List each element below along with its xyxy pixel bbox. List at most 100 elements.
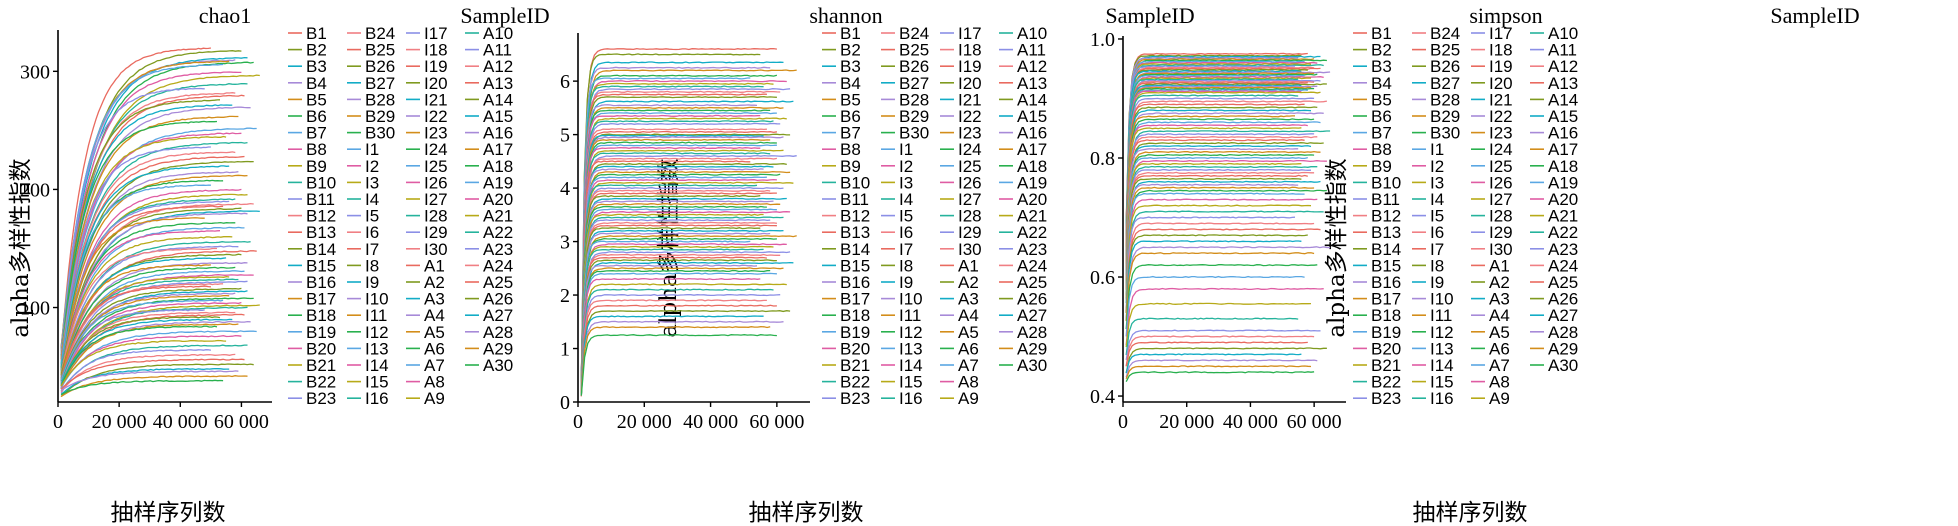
simpson-series-line-B8 bbox=[1125, 61, 1318, 229]
shannon-series-line-A17 bbox=[580, 267, 784, 392]
legend-item-I15: I15 bbox=[1412, 373, 1454, 392]
legend-label: B16 bbox=[306, 273, 336, 292]
chao1-series-line-I5 bbox=[60, 200, 230, 372]
legend-item-I19: I19 bbox=[940, 57, 982, 76]
shannon-series-line-I7 bbox=[580, 160, 751, 387]
shannon-legend-title: SampleID bbox=[1105, 3, 1194, 28]
legend-label: I14 bbox=[899, 356, 923, 375]
simpson-series-line-A8 bbox=[1125, 198, 1318, 300]
legend-item-A30: A30 bbox=[999, 356, 1047, 375]
legend-item-I8: I8 bbox=[881, 256, 913, 275]
legend-label: I7 bbox=[365, 240, 379, 259]
legend-item-B29: B29 bbox=[881, 107, 929, 126]
legend-label: A8 bbox=[424, 373, 445, 392]
legend-label: A7 bbox=[958, 356, 979, 375]
shannon-series-line-I12 bbox=[580, 173, 781, 393]
legend-label: A11 bbox=[483, 41, 512, 60]
legend-item-A19: A19 bbox=[1530, 173, 1578, 192]
legend-item-I3: I3 bbox=[347, 173, 379, 192]
legend-item-A8: A8 bbox=[1471, 373, 1510, 392]
legend-item-B18: B18 bbox=[1353, 306, 1401, 325]
shannon-series-line-I25 bbox=[580, 208, 777, 393]
legend-label: I4 bbox=[899, 190, 913, 209]
legend-item-B23: B23 bbox=[288, 389, 336, 408]
legend-label: I6 bbox=[1430, 223, 1444, 242]
legend-item-I2: I2 bbox=[1412, 157, 1444, 176]
legend-label: B14 bbox=[306, 240, 336, 259]
legend-label: I3 bbox=[365, 173, 379, 192]
legend-item-A20: A20 bbox=[1530, 190, 1578, 209]
legend-label: A24 bbox=[1017, 256, 1047, 275]
legend-label: A26 bbox=[1548, 290, 1578, 309]
shannon-series-line-B17 bbox=[580, 106, 784, 388]
legend-item-I4: I4 bbox=[881, 190, 913, 209]
simpson-series-line-A24 bbox=[1125, 335, 1315, 367]
legend-label: I12 bbox=[365, 323, 389, 342]
legend-label: B27 bbox=[365, 74, 395, 93]
legend-item-I12: I12 bbox=[1412, 323, 1454, 342]
legend-item-B30: B30 bbox=[1412, 124, 1460, 143]
legend-item-A11: A11 bbox=[465, 41, 512, 60]
shannon-series-line-A16 bbox=[580, 264, 758, 392]
chao1-series-line-A4 bbox=[60, 292, 236, 383]
legend-label: I20 bbox=[424, 74, 448, 93]
shannon-series-line-I2 bbox=[580, 146, 761, 391]
legend-label: B29 bbox=[365, 107, 395, 126]
shannon-series-line-A22 bbox=[580, 288, 774, 393]
shannon-y-tick-label: 4 bbox=[560, 178, 570, 200]
legend-item-B28: B28 bbox=[347, 90, 395, 109]
simpson-series-line-A19 bbox=[1125, 275, 1305, 337]
legend-label: I13 bbox=[899, 339, 923, 358]
legend-item-A8: A8 bbox=[406, 373, 445, 392]
legend-item-B1: B1 bbox=[288, 24, 327, 43]
legend-item-I28: I28 bbox=[1471, 207, 1513, 226]
chao1-series-line-B23 bbox=[60, 146, 211, 364]
legend-label: I9 bbox=[365, 273, 379, 292]
simpson-series-line-A25 bbox=[1125, 341, 1308, 367]
legend-label: A5 bbox=[424, 323, 445, 342]
simpson-series-line-B20 bbox=[1125, 75, 1324, 236]
legend-label: I11 bbox=[899, 306, 921, 325]
legend-item-I29: I29 bbox=[406, 223, 448, 242]
legend-label: I5 bbox=[899, 207, 913, 226]
legend-item-A4: A4 bbox=[940, 306, 979, 325]
legend-label: A21 bbox=[483, 207, 513, 226]
legend-item-I5: I5 bbox=[347, 207, 379, 226]
legend-item-A3: A3 bbox=[1471, 290, 1510, 309]
legend-label: B25 bbox=[365, 41, 395, 60]
legend-item-A2: A2 bbox=[940, 273, 979, 292]
legend-item-I7: I7 bbox=[881, 240, 913, 259]
legend-item-B29: B29 bbox=[1412, 107, 1460, 126]
legend-label: A26 bbox=[1017, 290, 1047, 309]
legend-item-A16: A16 bbox=[999, 124, 1047, 143]
simpson-series-line-A7 bbox=[1125, 192, 1305, 296]
shannon-series-line-A26 bbox=[580, 309, 791, 395]
chao1-series-line-A6 bbox=[60, 297, 254, 382]
shannon-series-line-B14 bbox=[580, 96, 777, 386]
simpson-x-axis-title: 抽样序列数 bbox=[1413, 500, 1528, 526]
legend-item-A23: A23 bbox=[1530, 240, 1578, 259]
legend-label: I1 bbox=[1430, 140, 1444, 159]
legend-label: B27 bbox=[899, 74, 929, 93]
legend-label: B20 bbox=[306, 339, 336, 358]
legend-label: A2 bbox=[424, 273, 445, 292]
legend-item-I3: I3 bbox=[1412, 173, 1444, 192]
legend-label: A25 bbox=[1017, 273, 1047, 292]
legend-item-A11: A11 bbox=[1530, 41, 1577, 60]
legend-label: B25 bbox=[1430, 41, 1460, 60]
legend-item-I7: I7 bbox=[347, 240, 379, 259]
legend-item-I19: I19 bbox=[406, 57, 448, 76]
simpson-series-line-I9 bbox=[1125, 109, 1312, 257]
legend-label: I28 bbox=[424, 207, 448, 226]
legend-label: I25 bbox=[1489, 157, 1513, 176]
legend-item-B27: B27 bbox=[347, 74, 395, 93]
legend-label: I17 bbox=[424, 24, 448, 43]
shannon-series-line-A29 bbox=[580, 326, 771, 394]
chao1-series-line-B30 bbox=[60, 179, 224, 368]
legend-item-B15: B15 bbox=[1353, 256, 1401, 275]
legend-item-I12: I12 bbox=[347, 323, 389, 342]
legend-item-B28: B28 bbox=[881, 90, 929, 109]
shannon-series-line-I6 bbox=[580, 157, 778, 390]
legend-item-B3: B3 bbox=[1353, 57, 1392, 76]
legend-item-B20: B20 bbox=[1353, 339, 1401, 358]
